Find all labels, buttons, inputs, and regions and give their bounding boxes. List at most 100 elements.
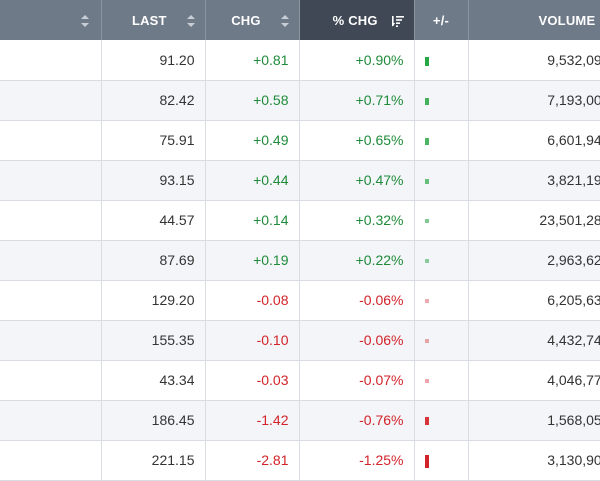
pct-chg-cell: +0.22% xyxy=(299,240,415,281)
name-cell xyxy=(0,40,102,81)
change-bar-cell xyxy=(414,400,469,441)
last-cell: 129.20 xyxy=(101,280,206,321)
chg-cell: -2.81 xyxy=(205,440,300,481)
name-cell xyxy=(0,200,102,241)
header-bar-label: +/- xyxy=(432,13,450,29)
name-cell xyxy=(0,120,102,161)
table-row[interactable]: 155.35-0.10-0.06% 4,432,744 xyxy=(0,320,600,361)
name-cell xyxy=(0,360,102,401)
table-row[interactable]: 75.91+0.49+0.65% 6,601,945 xyxy=(0,120,600,161)
last-cell: 155.35 xyxy=(101,320,206,361)
last-cell: 91.20 xyxy=(101,40,206,81)
change-bar-cell xyxy=(414,120,469,161)
table-row[interactable]: 44.57+0.14+0.32% 23,501,288 xyxy=(0,200,600,241)
change-bar xyxy=(424,379,429,384)
header-last-label: LAST xyxy=(131,13,167,29)
volume-cell: 6,205,636 xyxy=(468,280,600,321)
change-bar xyxy=(424,178,429,184)
header-pct-chg-label: % CHG xyxy=(332,13,378,29)
table-row[interactable]: 87.69+0.19+0.22% 2,963,627 xyxy=(0,240,600,281)
chg-cell: -0.03 xyxy=(205,360,300,401)
change-bar-cell xyxy=(414,80,469,121)
table-row[interactable]: 43.34-0.03-0.07% 4,046,771 xyxy=(0,360,600,401)
change-bar-cell xyxy=(414,160,469,201)
change-bar-cell xyxy=(414,320,469,361)
table-row[interactable]: 129.20-0.08-0.06% 6,205,636 xyxy=(0,280,600,321)
header-pct-chg[interactable]: % CHG xyxy=(299,0,415,40)
header-bar: +/- xyxy=(414,0,469,40)
header-name[interactable] xyxy=(0,0,102,40)
volume-cell: 4,432,744 xyxy=(468,320,600,361)
change-bar xyxy=(424,56,429,66)
chg-cell: +0.44 xyxy=(205,160,300,201)
table-header-row: LAST CHG % CHG xyxy=(0,0,600,40)
pct-chg-cell: -0.06% xyxy=(299,320,415,361)
table-body: 91.20+0.81+0.90%9,532,09882.42+0.58+0.71… xyxy=(0,40,600,481)
volume-cell: 9,532,098 xyxy=(468,40,600,81)
volume-cell: 1,568,053 xyxy=(468,400,600,441)
last-cell: 221.15 xyxy=(101,440,206,481)
name-cell xyxy=(0,440,102,481)
change-bar xyxy=(424,417,429,426)
table-row[interactable]: 93.15+0.44+0.47% 3,821,190 xyxy=(0,160,600,201)
chg-cell: -0.10 xyxy=(205,320,300,361)
volume-cell: 23,501,288 xyxy=(468,200,600,241)
change-bar xyxy=(424,219,429,224)
change-bar xyxy=(424,299,429,304)
volume-cell: 4,046,771 xyxy=(468,360,600,401)
header-volume-label: VOLUME xyxy=(538,13,596,29)
pct-chg-cell: +0.71% xyxy=(299,80,415,121)
last-cell: 44.57 xyxy=(101,200,206,241)
volume-cell: 3,130,907 xyxy=(468,440,600,481)
name-cell xyxy=(0,400,102,441)
header-last[interactable]: LAST xyxy=(101,0,206,40)
chg-cell: -1.42 xyxy=(205,400,300,441)
chg-cell: +0.49 xyxy=(205,120,300,161)
change-bar-cell xyxy=(414,200,469,241)
table-row[interactable]: 221.15-2.81-1.25% 3,130,907 xyxy=(0,440,600,481)
change-bar-cell xyxy=(414,360,469,401)
name-cell xyxy=(0,320,102,361)
header-volume: VOLUME xyxy=(468,0,600,40)
chg-cell: +0.14 xyxy=(205,200,300,241)
table-row[interactable]: 82.42+0.58+0.71% 7,193,004 xyxy=(0,80,600,121)
name-cell xyxy=(0,80,102,121)
pct-chg-cell: +0.32% xyxy=(299,200,415,241)
sort-both-icon[interactable] xyxy=(280,14,289,27)
name-cell xyxy=(0,280,102,321)
change-bar xyxy=(424,454,429,468)
table-row[interactable]: 186.45-1.42-0.76% 1,568,053 xyxy=(0,400,600,441)
sort-both-icon[interactable] xyxy=(80,15,89,28)
chg-cell: +0.19 xyxy=(205,240,300,281)
pct-chg-cell: -0.76% xyxy=(299,400,415,441)
change-bar xyxy=(424,339,429,344)
header-chg[interactable]: CHG xyxy=(205,0,300,40)
chg-cell: +0.81 xyxy=(205,40,300,81)
change-bar xyxy=(424,137,429,145)
chg-cell: -0.08 xyxy=(205,280,300,321)
last-cell: 43.34 xyxy=(101,360,206,401)
last-cell: 93.15 xyxy=(101,160,206,201)
volume-cell: 3,821,190 xyxy=(468,160,600,201)
sort-both-icon[interactable] xyxy=(186,14,195,27)
last-cell: 87.69 xyxy=(101,240,206,281)
change-bar-cell xyxy=(414,440,469,481)
name-cell xyxy=(0,160,102,201)
volume-cell: 7,193,004 xyxy=(468,80,600,121)
change-bar-cell xyxy=(414,240,469,281)
last-cell: 82.42 xyxy=(101,80,206,121)
pct-chg-cell: +0.65% xyxy=(299,120,415,161)
chg-cell: +0.58 xyxy=(205,80,300,121)
pct-chg-cell: -1.25% xyxy=(299,440,415,481)
sort-descending-icon[interactable] xyxy=(391,15,404,27)
pct-chg-cell: -0.07% xyxy=(299,360,415,401)
change-bar-cell xyxy=(414,40,469,81)
last-cell: 75.91 xyxy=(101,120,206,161)
table-row[interactable]: 91.20+0.81+0.90% 9,532,098 xyxy=(0,40,600,81)
pct-chg-cell: -0.06% xyxy=(299,280,415,321)
change-bar xyxy=(424,259,429,264)
name-cell xyxy=(0,240,102,281)
pct-chg-cell: +0.90% xyxy=(299,40,415,81)
